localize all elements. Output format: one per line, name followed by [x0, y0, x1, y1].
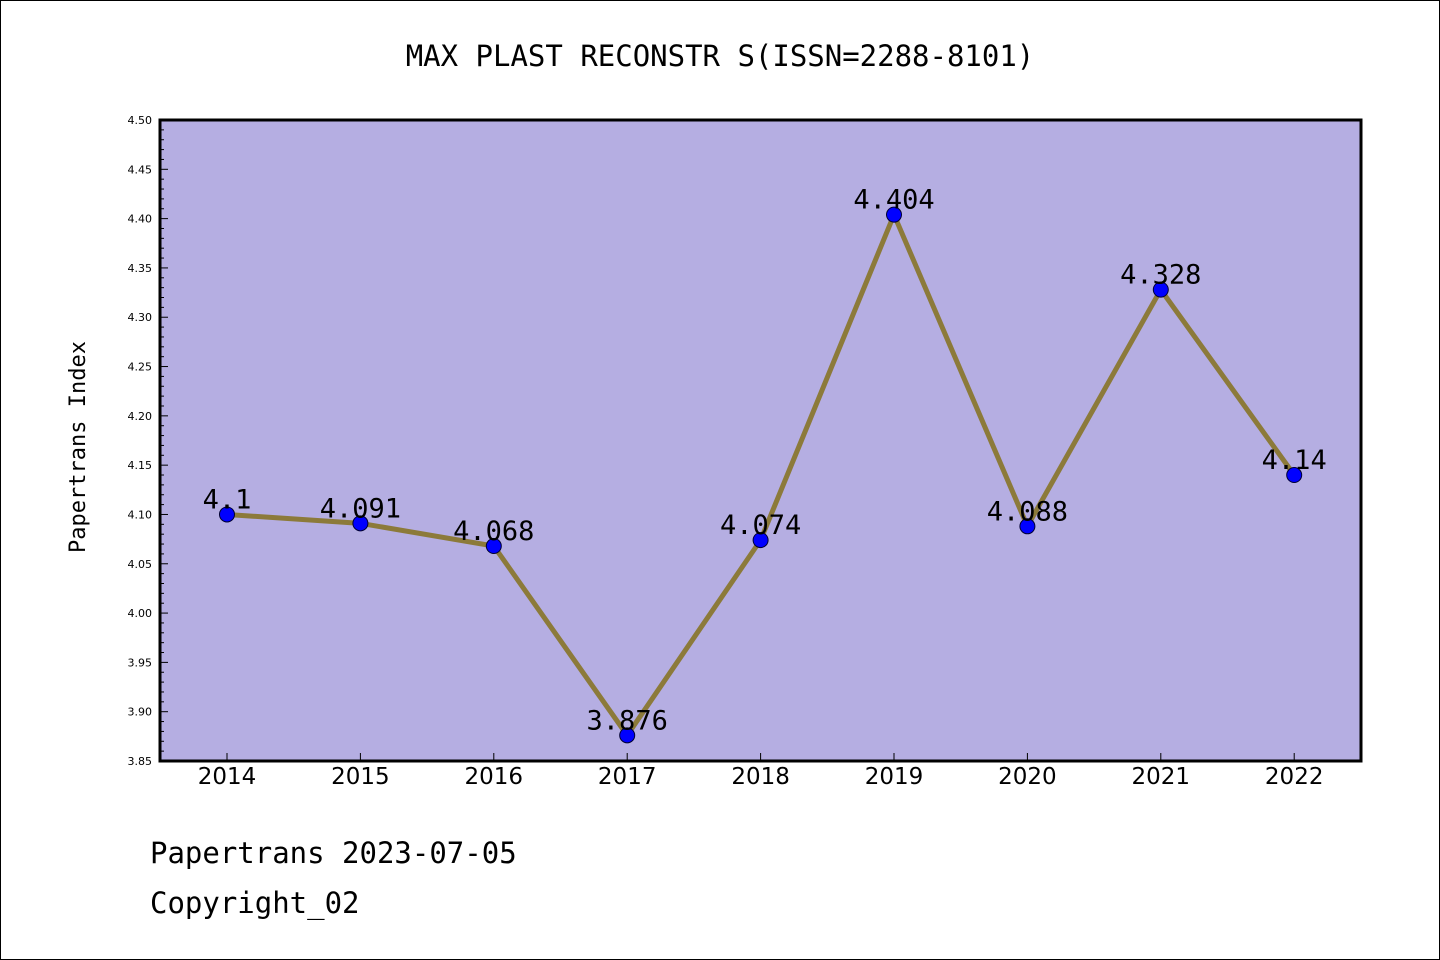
x-tick-label: 2017 [598, 764, 657, 790]
y-tick-label: 4.05 [128, 558, 153, 571]
data-label: 3.876 [587, 705, 668, 736]
y-tick-label: 4.35 [128, 262, 153, 275]
data-point [752, 532, 769, 549]
x-tick-label: 2020 [998, 764, 1057, 790]
y-tick-label: 4.20 [128, 410, 153, 423]
y-tick-label: 4.40 [128, 213, 153, 226]
data-point [219, 506, 235, 523]
data-label: 4.328 [1120, 260, 1201, 291]
x-tick-label: 2021 [1132, 764, 1191, 790]
data-point [352, 515, 369, 532]
x-tick-label: 2015 [331, 764, 390, 790]
data-label: 4.091 [320, 493, 401, 524]
data-label: 4.404 [853, 185, 934, 216]
data-label: 4.1 [203, 484, 252, 515]
data-point [485, 538, 502, 555]
series: 4.1 4.091 4.068 3.876 4.074 4.404 4.088 4.328 4.… [203, 185, 1327, 744]
y-tick-label: 3.95 [128, 656, 153, 669]
data-label: 4.068 [453, 516, 534, 547]
data-label: 4.088 [987, 496, 1068, 527]
data-point [886, 206, 902, 223]
y-tick-label: 4.30 [128, 311, 153, 324]
y-tick-label: 3.85 [128, 755, 153, 768]
y-tick-label: 4.10 [128, 508, 153, 521]
x-tick-label: 2022 [1265, 764, 1324, 790]
x-tick-label: 2016 [465, 764, 524, 790]
data-label: 4.14 [1262, 445, 1327, 476]
data-point [1286, 467, 1303, 484]
data-point [619, 727, 636, 744]
plot-area [158, 118, 1363, 763]
chart-title: MAX PLAST RECONSTR S(ISSN=2288-8101) [406, 39, 1035, 73]
y-tick-label: 4.00 [128, 607, 153, 620]
footer-copyright: Copyright_02 [150, 886, 360, 920]
y-tick-label: 3.90 [128, 706, 153, 719]
y-axis-label: Papertrans Index [66, 341, 91, 553]
y-tick-label: 4.15 [128, 459, 153, 472]
y-tick-label: 4.45 [128, 163, 153, 176]
y-tick-label: 4.25 [128, 361, 153, 374]
footer-date: Papertrans 2023-07-05 [150, 836, 517, 870]
x-axis: 2014 2015 2016 2017 2018 2019 2020 2021 2022 [198, 753, 1324, 790]
data-label: 4.074 [720, 510, 801, 541]
y-tick-label: 4.50 [128, 114, 153, 127]
x-tick-label: 2019 [865, 764, 924, 790]
y-axis: 3.85 3.90 3.95 4.00 4.05 4.10 4.15 4.20 4.25 4.30… [128, 114, 168, 768]
data-point [1019, 518, 1036, 535]
x-tick-label: 2018 [731, 764, 790, 790]
x-tick-label: 2014 [198, 764, 257, 790]
data-point [1152, 281, 1169, 298]
